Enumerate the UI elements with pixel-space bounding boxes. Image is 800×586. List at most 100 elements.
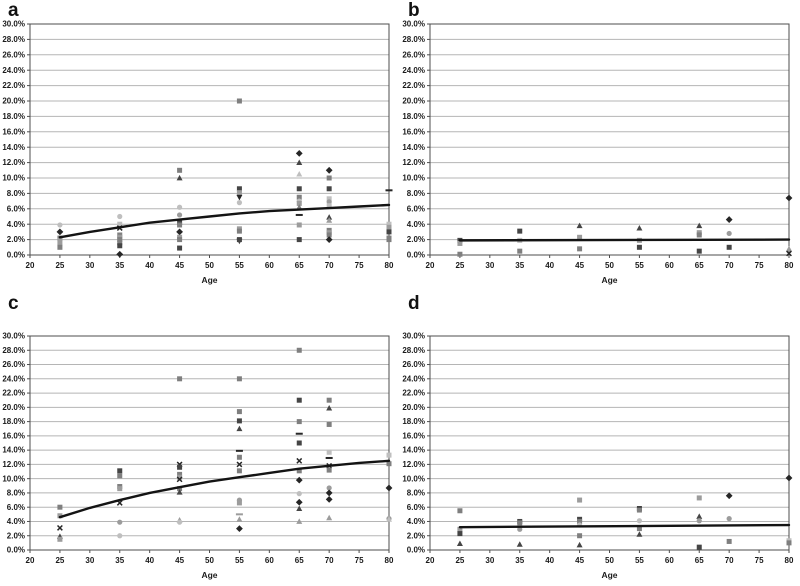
svg-text:8.0%: 8.0% — [7, 489, 25, 498]
svg-text:24.0%: 24.0% — [402, 374, 425, 383]
panel-c-letter: c — [8, 293, 19, 314]
svg-text:6.0%: 6.0% — [407, 503, 425, 512]
svg-text:0.0%: 0.0% — [407, 251, 425, 260]
svg-text:35: 35 — [115, 556, 124, 565]
svg-text:75: 75 — [355, 556, 364, 565]
svg-text:75: 75 — [755, 261, 764, 270]
svg-text:18.0%: 18.0% — [402, 417, 425, 426]
svg-text:20.0%: 20.0% — [2, 97, 25, 106]
svg-text:4.0%: 4.0% — [407, 220, 425, 229]
svg-text:80: 80 — [385, 261, 394, 270]
svg-text:0.0%: 0.0% — [7, 546, 25, 555]
svg-text:20: 20 — [426, 261, 435, 270]
svg-text:18.0%: 18.0% — [2, 417, 25, 426]
svg-text:60: 60 — [265, 556, 274, 565]
svg-text:55: 55 — [635, 261, 644, 270]
svg-text:30: 30 — [85, 261, 94, 270]
svg-text:26.0%: 26.0% — [402, 50, 425, 59]
svg-text:45: 45 — [575, 261, 584, 270]
svg-text:14.0%: 14.0% — [402, 143, 425, 152]
svg-text:Age: Age — [601, 570, 617, 580]
svg-text:6.0%: 6.0% — [407, 204, 425, 213]
svg-text:30: 30 — [85, 556, 94, 565]
svg-text:25: 25 — [455, 261, 464, 270]
svg-text:35: 35 — [115, 261, 124, 270]
svg-text:4.0%: 4.0% — [7, 517, 25, 526]
svg-text:28.0%: 28.0% — [2, 346, 25, 355]
svg-text:Age: Age — [201, 570, 217, 580]
svg-text:55: 55 — [635, 556, 644, 565]
panel-c: c 0.0% 2.0% 4.0% 6.0% 8.0% 10.0% 12.0% 14.0% 16.… — [0, 293, 400, 586]
svg-text:70: 70 — [325, 556, 334, 565]
svg-text:12.0%: 12.0% — [2, 460, 25, 469]
svg-text:60: 60 — [665, 261, 674, 270]
svg-text:40: 40 — [145, 556, 154, 565]
svg-text:24.0%: 24.0% — [2, 66, 25, 75]
svg-text:50: 50 — [605, 556, 614, 565]
panel-c-scatter-chart: 0.0% 2.0% 4.0% 6.0% 8.0% 10.0% 12.0% 14.0% 16.0%… — [2, 332, 394, 580]
svg-text:14.0%: 14.0% — [2, 143, 25, 152]
svg-text:2.0%: 2.0% — [7, 531, 25, 540]
svg-text:45: 45 — [175, 261, 184, 270]
svg-text:50: 50 — [605, 261, 614, 270]
svg-text:35: 35 — [515, 556, 524, 565]
svg-text:65: 65 — [295, 261, 304, 270]
svg-text:55: 55 — [235, 556, 244, 565]
svg-text:70: 70 — [725, 556, 734, 565]
svg-text:70: 70 — [725, 261, 734, 270]
svg-text:30.0%: 30.0% — [402, 332, 425, 341]
svg-text:20.0%: 20.0% — [402, 97, 425, 106]
svg-text:18.0%: 18.0% — [402, 112, 425, 121]
svg-text:40: 40 — [545, 556, 554, 565]
svg-text:45: 45 — [575, 556, 584, 565]
panel-d-letter: d — [408, 293, 420, 314]
svg-text:22.0%: 22.0% — [2, 389, 25, 398]
svg-text:22.0%: 22.0% — [402, 389, 425, 398]
svg-text:35: 35 — [515, 261, 524, 270]
svg-text:50: 50 — [205, 261, 214, 270]
svg-text:20: 20 — [426, 556, 435, 565]
svg-text:20.0%: 20.0% — [402, 403, 425, 412]
panel-a-scatter-chart: 0.0% 2.0% 4.0% 6.0% 8.0% 10.0% 12.0% 14.0% 16.0%… — [2, 20, 394, 285]
svg-text:18.0%: 18.0% — [2, 112, 25, 121]
svg-text:65: 65 — [295, 556, 304, 565]
svg-text:65: 65 — [695, 556, 704, 565]
svg-text:25: 25 — [455, 556, 464, 565]
svg-text:75: 75 — [355, 261, 364, 270]
svg-text:28.0%: 28.0% — [402, 346, 425, 355]
svg-text:10.0%: 10.0% — [2, 174, 25, 183]
svg-text:60: 60 — [265, 261, 274, 270]
svg-text:Age: Age — [601, 275, 617, 285]
svg-text:30.0%: 30.0% — [2, 20, 25, 29]
svg-text:40: 40 — [545, 261, 554, 270]
svg-text:50: 50 — [205, 556, 214, 565]
svg-text:6.0%: 6.0% — [7, 204, 25, 213]
svg-text:2.0%: 2.0% — [7, 235, 25, 244]
svg-text:12.0%: 12.0% — [2, 158, 25, 167]
panel-d-scatter-chart: 0.0% 2.0% 4.0% 6.0% 8.0% 10.0% 12.0% 14.0% 16.0%… — [402, 332, 794, 580]
svg-text:25: 25 — [55, 261, 64, 270]
svg-text:6.0%: 6.0% — [7, 503, 25, 512]
svg-text:30: 30 — [485, 261, 494, 270]
panel-d: d 0.0% 2.0% 4.0% 6.0% 8.0% 10.0% 12.0% 14.0% 16.… — [400, 293, 800, 586]
svg-text:26.0%: 26.0% — [2, 360, 25, 369]
svg-text:4.0%: 4.0% — [407, 517, 425, 526]
svg-text:22.0%: 22.0% — [2, 81, 25, 90]
svg-text:14.0%: 14.0% — [2, 446, 25, 455]
svg-text:24.0%: 24.0% — [2, 374, 25, 383]
svg-text:80: 80 — [385, 556, 394, 565]
svg-text:28.0%: 28.0% — [402, 35, 425, 44]
svg-text:0.0%: 0.0% — [407, 546, 425, 555]
svg-text:30.0%: 30.0% — [402, 20, 425, 29]
panel-b-letter: b — [408, 0, 420, 21]
panel-a-letter: a — [8, 0, 19, 21]
svg-text:26.0%: 26.0% — [2, 50, 25, 59]
svg-text:28.0%: 28.0% — [2, 35, 25, 44]
svg-text:4.0%: 4.0% — [7, 220, 25, 229]
svg-text:45: 45 — [175, 556, 184, 565]
svg-text:70: 70 — [325, 261, 334, 270]
panel-a: a 0.0% 2.0% 4.0% 6.0% 8.0% 10.0% 12.0% 14.0% 16.… — [0, 0, 400, 293]
svg-text:2.0%: 2.0% — [407, 531, 425, 540]
svg-text:20.0%: 20.0% — [2, 403, 25, 412]
